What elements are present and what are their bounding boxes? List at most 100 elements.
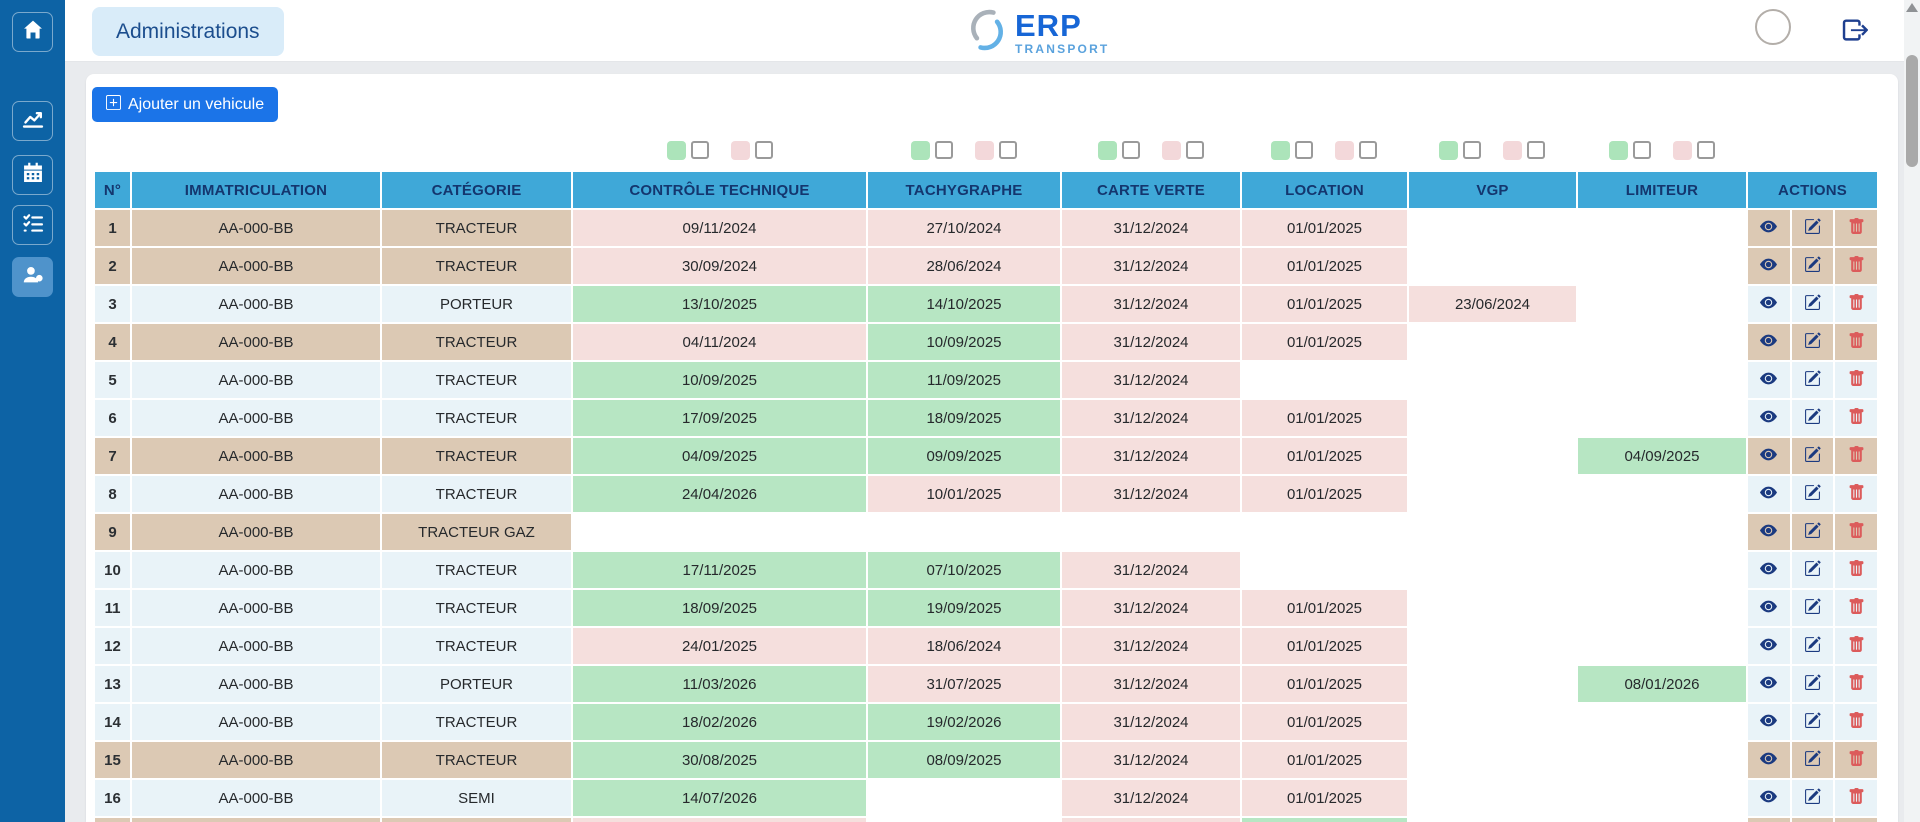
cell-vgp <box>1409 666 1576 702</box>
legend-expired-checkbox[interactable] <box>755 141 773 159</box>
edit-button[interactable] <box>1791 476 1834 512</box>
edit-button[interactable] <box>1791 818 1834 822</box>
scroll-up-arrow[interactable] <box>1906 3 1918 12</box>
legend-valid-checkbox[interactable] <box>1463 141 1481 159</box>
cell-categorie: TRACTEUR <box>382 704 571 740</box>
nav-administrations-button[interactable]: Administrations <box>92 7 284 56</box>
legend-tachygraphe <box>911 140 1017 160</box>
legend-valid-checkbox[interactable] <box>1295 141 1313 159</box>
view-button[interactable] <box>1748 742 1790 778</box>
edit-button[interactable] <box>1791 248 1834 284</box>
edit-button[interactable] <box>1791 742 1834 778</box>
view-button[interactable] <box>1748 400 1790 436</box>
add-vehicle-button[interactable]: Ajouter un vehicule <box>92 87 279 122</box>
table-row: 13 AA-000-BB PORTEUR 11/03/2026 31/07/2025 31… <box>95 666 1877 702</box>
edit-button[interactable] <box>1791 780 1834 816</box>
cell-controle-technique: 30/09/2024 <box>573 248 866 284</box>
view-button[interactable] <box>1748 628 1790 664</box>
view-button[interactable] <box>1748 438 1790 474</box>
delete-button[interactable] <box>1835 590 1877 626</box>
vertical-scrollbar[interactable] <box>1904 0 1920 822</box>
delete-button[interactable] <box>1835 514 1877 550</box>
cell-limiteur <box>1578 742 1746 778</box>
avatar[interactable] <box>1755 9 1791 45</box>
eye-icon <box>1760 484 1778 505</box>
delete-button[interactable] <box>1835 704 1877 740</box>
trash-icon <box>1848 445 1865 467</box>
edit-button[interactable] <box>1791 438 1834 474</box>
legend-valid-checkbox[interactable] <box>935 141 953 159</box>
delete-button[interactable] <box>1835 818 1877 822</box>
legend-valid-checkbox[interactable] <box>1633 141 1651 159</box>
cell-limiteur <box>1578 628 1746 664</box>
view-button[interactable] <box>1748 248 1790 284</box>
edit-button[interactable] <box>1791 666 1834 702</box>
scrollbar-thumb[interactable] <box>1906 55 1918 167</box>
cell-numero: 8 <box>95 476 130 512</box>
delete-button[interactable] <box>1835 286 1877 322</box>
cell-categorie: TRACTEUR <box>382 552 571 588</box>
legend-expired-checkbox[interactable] <box>1186 141 1204 159</box>
users-icon <box>22 264 44 291</box>
pencil-square-icon <box>1804 446 1821 467</box>
edit-button[interactable] <box>1791 400 1834 436</box>
view-button[interactable] <box>1748 818 1790 822</box>
edit-button[interactable] <box>1791 552 1834 588</box>
view-button[interactable] <box>1748 210 1790 246</box>
edit-button[interactable] <box>1791 210 1834 246</box>
view-button[interactable] <box>1748 666 1790 702</box>
edit-button[interactable] <box>1791 514 1834 550</box>
delete-button[interactable] <box>1835 248 1877 284</box>
edit-button[interactable] <box>1791 362 1834 398</box>
cell-tachygraphe <box>868 514 1060 550</box>
delete-button[interactable] <box>1835 628 1877 664</box>
cell-carte-verte: 31/12/2024 <box>1062 476 1240 512</box>
delete-button[interactable] <box>1835 324 1877 360</box>
delete-button[interactable] <box>1835 780 1877 816</box>
pencil-square-icon <box>1804 788 1821 809</box>
edit-button[interactable] <box>1791 704 1834 740</box>
column-header: N° <box>95 172 130 208</box>
view-button[interactable] <box>1748 514 1790 550</box>
cell-tachygraphe: 31/07/2025 <box>868 666 1060 702</box>
legend-expired-checkbox[interactable] <box>999 141 1017 159</box>
sidebar-item-stats[interactable] <box>12 101 53 141</box>
legend-carte-verte <box>1098 140 1204 160</box>
legend-expired-checkbox[interactable] <box>1359 141 1377 159</box>
view-button[interactable] <box>1748 590 1790 626</box>
cell-location: 01/01/2025 <box>1242 476 1407 512</box>
delete-button[interactable] <box>1835 666 1877 702</box>
view-button[interactable] <box>1748 286 1790 322</box>
cell-controle-technique: 04/09/2025 <box>573 438 866 474</box>
legend-valid-checkbox[interactable] <box>1122 141 1140 159</box>
view-button[interactable] <box>1748 780 1790 816</box>
sidebar-item-home[interactable] <box>12 12 53 52</box>
edit-button[interactable] <box>1791 286 1834 322</box>
delete-button[interactable] <box>1835 400 1877 436</box>
logout-icon[interactable] <box>1842 17 1868 43</box>
edit-button[interactable] <box>1791 628 1834 664</box>
view-button[interactable] <box>1748 552 1790 588</box>
pencil-square-icon <box>1804 408 1821 429</box>
delete-button[interactable] <box>1835 362 1877 398</box>
edit-button[interactable] <box>1791 324 1834 360</box>
delete-button[interactable] <box>1835 552 1877 588</box>
cell-vgp <box>1409 324 1576 360</box>
view-button[interactable] <box>1748 704 1790 740</box>
legend-expired-checkbox[interactable] <box>1527 141 1545 159</box>
edit-button[interactable] <box>1791 590 1834 626</box>
cell-actions <box>1748 514 1877 550</box>
sidebar-item-tasks[interactable] <box>12 205 53 245</box>
delete-button[interactable] <box>1835 742 1877 778</box>
legend-valid-checkbox[interactable] <box>691 141 709 159</box>
sidebar-item-calendar[interactable] <box>12 155 53 195</box>
delete-button[interactable] <box>1835 476 1877 512</box>
view-button[interactable] <box>1748 362 1790 398</box>
view-button[interactable] <box>1748 324 1790 360</box>
view-button[interactable] <box>1748 476 1790 512</box>
legend-expired-checkbox[interactable] <box>1697 141 1715 159</box>
sidebar-item-users[interactable] <box>12 257 53 297</box>
delete-button[interactable] <box>1835 210 1877 246</box>
table-header-row: N° IMMATRICULATION CATÉGORIE CONTRÔLE TECHN… <box>95 172 1877 208</box>
delete-button[interactable] <box>1835 438 1877 474</box>
